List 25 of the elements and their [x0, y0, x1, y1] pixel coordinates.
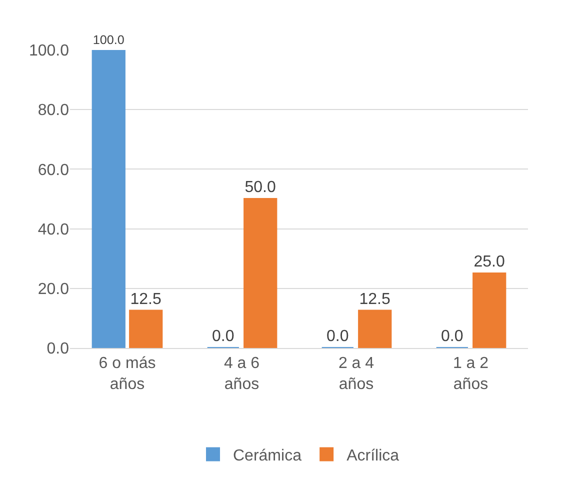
data-label: 12.5 [359, 290, 390, 308]
data-label: 25.0 [474, 254, 505, 270]
data-label: 50.0 [244, 179, 276, 196]
y-tick-label: 40.0 [38, 221, 70, 238]
x-tick-label: 2 a 4 años [338, 355, 374, 393]
data-label: 0.0 [326, 328, 349, 345]
bar [472, 272, 506, 348]
bar [92, 50, 126, 348]
x-tick-label: 1 a 2 años [452, 355, 489, 393]
legend-label: Cerámica [233, 448, 302, 465]
data-label: 0.0 [212, 328, 234, 345]
y-tick-label: 20.0 [38, 281, 70, 298]
data-label: 12.5 [130, 290, 162, 308]
data-label: 0.0 [440, 328, 464, 345]
bar [358, 310, 392, 348]
legend-label: Acrílica [346, 448, 400, 465]
y-tick-label: 80.0 [38, 102, 70, 120]
y-tick-label: 100.0 [28, 42, 70, 60]
x-tick-label: 6 o más años [98, 355, 156, 393]
y-tick-label: 60.0 [38, 162, 70, 179]
data-label: 100.0 [92, 32, 124, 47]
bar [244, 198, 278, 348]
bar [129, 310, 163, 348]
y-tick-label: 0.0 [46, 340, 70, 358]
x-tick-label: 4 a 6 años [224, 355, 260, 393]
